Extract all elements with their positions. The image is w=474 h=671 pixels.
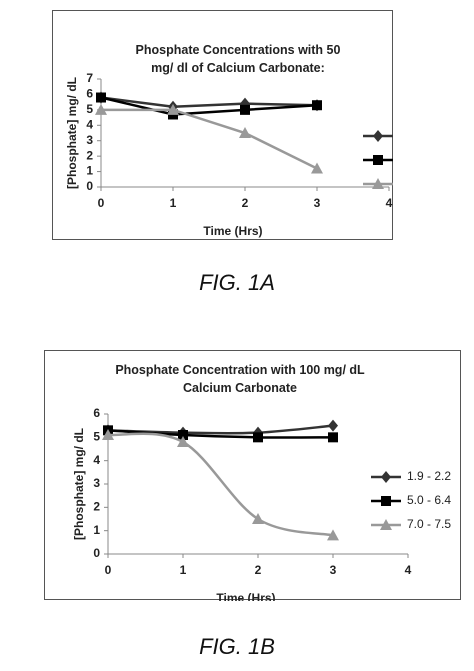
- y-tick-label: 1: [86, 164, 93, 178]
- marker: [96, 92, 106, 103]
- marker: [311, 162, 323, 174]
- figure-caption: FIG. 1B: [199, 634, 275, 659]
- legend-marker: [381, 471, 391, 483]
- marker: [239, 127, 251, 138]
- marker: [328, 419, 338, 432]
- y-tick-label: 5: [86, 102, 93, 116]
- x-tick-label: 2: [242, 196, 249, 210]
- y-tick-label: 5: [93, 430, 100, 444]
- legend-marker: [373, 155, 383, 165]
- y-tick-label: 2: [86, 148, 93, 162]
- figure-caption: FIG. 1A: [199, 270, 275, 295]
- chart-title: Phosphate Concentration with 100 mg/ dL …: [115, 363, 365, 395]
- y-tick-label: 3: [86, 133, 93, 147]
- x-tick-label: 0: [105, 563, 112, 577]
- x-tick-label: 4: [386, 196, 393, 210]
- marker: [178, 430, 188, 440]
- marker: [253, 432, 263, 443]
- x-tick-label: 1: [170, 196, 177, 210]
- legend-marker: [372, 178, 384, 189]
- x-tick-label: 2: [255, 563, 262, 577]
- marker: [102, 429, 114, 440]
- x-tick-label: 4: [405, 563, 412, 577]
- y-tick-label: 2: [93, 500, 100, 514]
- chart: 0 1 2 3 4 5 6 0 1 2 3 4 Time (Hrs) [Phosphate] mg/ dL…: [72, 406, 451, 601]
- marker: [177, 436, 189, 447]
- series-line: [100, 96, 318, 116]
- marker: [327, 529, 339, 541]
- x-axis-label: Time (Hrs): [203, 224, 262, 238]
- series-line: [100, 96, 318, 109]
- series-line: [101, 108, 318, 170]
- y-tick-label: 0: [93, 546, 100, 560]
- marker: [252, 513, 264, 524]
- y-tick-label: 4: [86, 117, 93, 131]
- legend-label: 5.0 - 6.4: [407, 493, 451, 507]
- y-tick-label: 4: [93, 453, 100, 467]
- chart-panel: Phosphate Concentration with 100 mg/ dL …: [44, 350, 461, 601]
- x-tick-label: 1: [180, 563, 187, 577]
- y-tick-label: 6: [86, 87, 93, 101]
- marker: [167, 103, 179, 115]
- legend-label: 1.9 - 2.2: [407, 469, 451, 483]
- x-tick-label: 3: [314, 196, 321, 210]
- y-tick-label: 7: [86, 71, 93, 85]
- y-axis-label: [Phosphate] mg/ dL: [65, 77, 79, 189]
- y-tick-label: 0: [86, 179, 93, 193]
- series-line: [107, 432, 334, 537]
- x-axis-label: Time (Hrs): [216, 591, 275, 601]
- y-axis-label: [Phosphate] mg/ dL: [72, 428, 86, 540]
- legend-label: 7.0 - 7.5: [407, 517, 451, 531]
- marker: [95, 103, 107, 115]
- y-tick-label: 6: [93, 406, 100, 420]
- y-tick-label: 3: [93, 476, 100, 490]
- marker: [240, 104, 250, 115]
- marker: [328, 432, 338, 443]
- legend-marker: [380, 519, 392, 530]
- legend-marker: [373, 130, 383, 142]
- y-tick-label: 1: [93, 523, 100, 537]
- x-tick-label: 3: [330, 563, 337, 577]
- x-tick-label: 0: [98, 196, 105, 210]
- chart-title: Phosphate Concentrations with 50 mg/ dl …: [135, 43, 341, 75]
- marker: [312, 100, 322, 111]
- chart-panel: Phosphate Concentrations with 50 mg/ dl …: [52, 10, 393, 240]
- legend-marker: [381, 496, 391, 506]
